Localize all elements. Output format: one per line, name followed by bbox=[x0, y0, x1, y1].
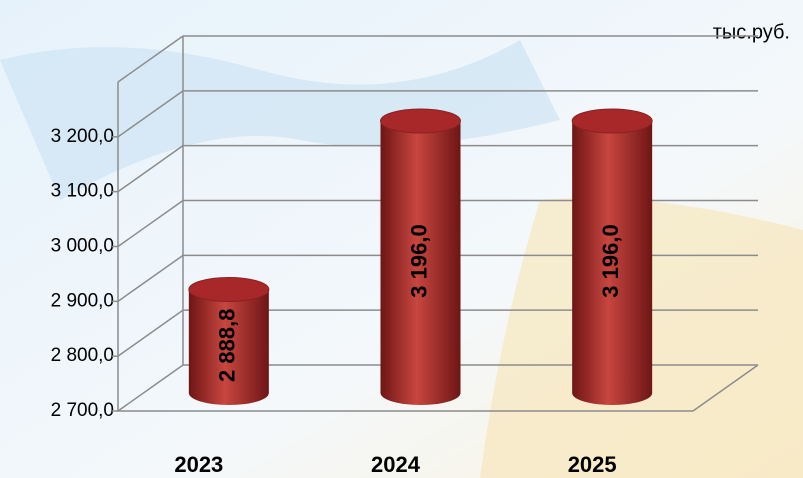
bar-top bbox=[188, 276, 270, 302]
unit-label: тыс.руб. bbox=[713, 21, 790, 43]
x-tick-label: 2025 bbox=[568, 452, 617, 477]
bar-body bbox=[572, 121, 653, 405]
y-tick-label: 3 000,0 bbox=[51, 236, 114, 257]
value-label: 3 196,0 bbox=[598, 224, 623, 297]
bar-body bbox=[380, 121, 461, 405]
bar-top bbox=[571, 108, 653, 134]
axis-line bbox=[692, 364, 759, 412]
y-tick-label: 2 800,0 bbox=[51, 345, 114, 366]
bar bbox=[380, 108, 461, 405]
value-label: 3 196,0 bbox=[406, 224, 431, 297]
grid-line bbox=[117, 90, 758, 138]
grid-line bbox=[117, 364, 758, 412]
grid-line bbox=[117, 309, 758, 357]
y-tick-label: 3 200,0 bbox=[51, 126, 114, 147]
value-label: 2 888,8 bbox=[215, 309, 240, 382]
map-water bbox=[0, 40, 560, 200]
y-tick-label: 2 700,0 bbox=[51, 400, 114, 421]
x-tick-label: 2023 bbox=[174, 452, 223, 477]
bar-top bbox=[380, 108, 461, 134]
y-tick-label: 2 900,0 bbox=[51, 290, 114, 311]
bar bbox=[571, 108, 653, 405]
grid-line bbox=[117, 199, 758, 248]
bar-body bbox=[188, 289, 269, 406]
axis-line bbox=[117, 35, 184, 83]
grid-line bbox=[117, 144, 758, 193]
x-tick-label: 2024 bbox=[371, 452, 421, 477]
grid-line bbox=[117, 254, 758, 302]
bar bbox=[188, 276, 270, 406]
y-tick-label: 3 100,0 bbox=[51, 181, 114, 202]
